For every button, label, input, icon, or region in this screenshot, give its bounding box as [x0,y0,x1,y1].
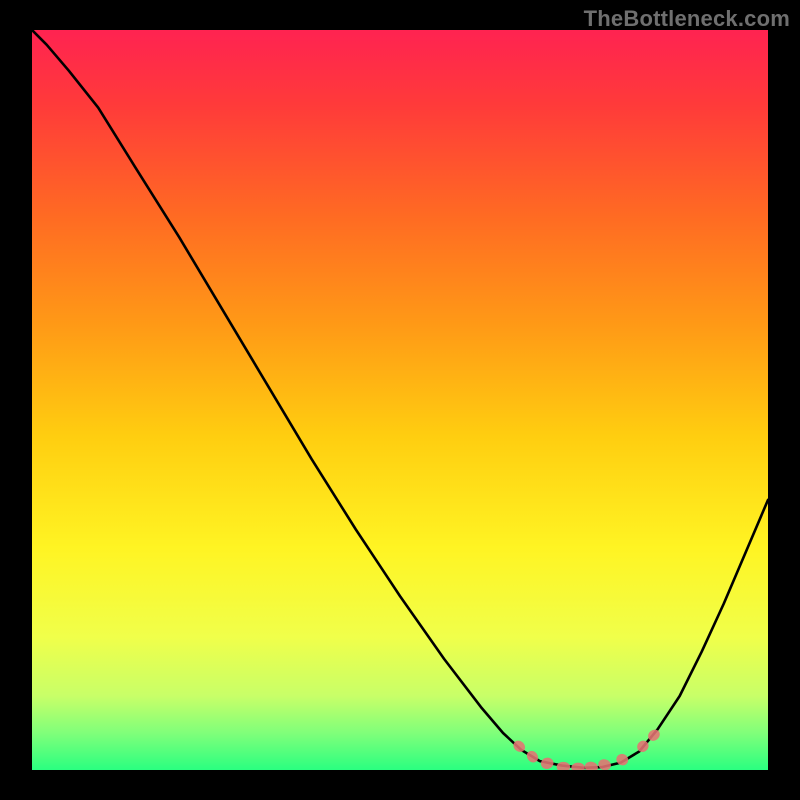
watermark-text: TheBottleneck.com [584,6,790,32]
plot-background [32,30,768,770]
figure-container: TheBottleneck.com [0,0,800,800]
bottleneck-chart [32,30,768,770]
